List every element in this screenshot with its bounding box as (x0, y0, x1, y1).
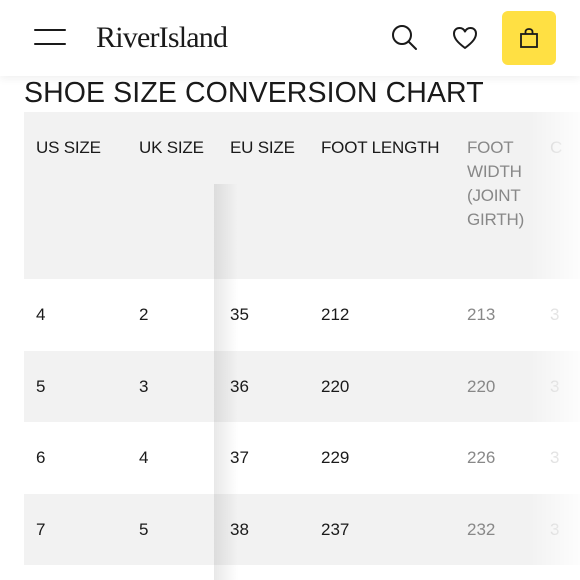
search-icon[interactable] (389, 22, 421, 54)
hamburger-menu-icon[interactable] (34, 28, 68, 48)
brand-logo[interactable]: RiverIsland (96, 21, 228, 54)
cell-foot-width: 213 (467, 305, 496, 324)
cell-foot-width: 226 (467, 448, 496, 467)
header-uk-size: UK SIZE (139, 138, 204, 157)
shopping-bag-button[interactable] (502, 11, 556, 65)
heart-icon[interactable] (449, 22, 481, 54)
table-row: 7 5 38 237 232 3 (24, 493, 580, 565)
cell-foot-width: 232 (467, 519, 496, 539)
page-title: SHOE SIZE CONVERSION CHART (24, 77, 484, 109)
header-foot-width: FOOT WIDTH (JOINT GIRTH) (467, 138, 525, 229)
cell-us-size: 7 (36, 519, 46, 539)
cell-next-column: 3 (550, 305, 560, 324)
table-row: 6 4 37 229 226 3 (24, 422, 580, 494)
table-row: 4 2 35 212 213 3 (24, 279, 580, 351)
cell-us-size: 5 (36, 376, 46, 396)
site-header: RiverIsland (0, 0, 580, 76)
cell-next-column: 3 (550, 448, 560, 467)
cell-uk-size: 4 (139, 448, 149, 467)
header-eu-size: EU SIZE (230, 138, 295, 157)
cell-foot-length: 229 (321, 448, 350, 467)
size-conversion-table[interactable]: US SIZE UK SIZE EU SIZE FOOT LENGTH FOOT… (24, 112, 580, 580)
table-row: 5 3 36 220 220 3 (24, 350, 580, 422)
cell-eu-size: 36 (230, 376, 249, 396)
cell-next-column: 3 (550, 519, 560, 539)
cell-us-size: 4 (36, 305, 46, 324)
cell-foot-length: 220 (321, 376, 350, 396)
cell-uk-size: 2 (139, 305, 149, 324)
cell-uk-size: 3 (139, 376, 149, 396)
cell-us-size: 6 (36, 448, 46, 467)
header-next-column: C (550, 138, 563, 157)
shopping-bag-icon (520, 28, 538, 48)
cell-uk-size: 5 (139, 519, 149, 539)
cell-foot-width: 220 (467, 376, 496, 396)
header-foot-length: FOOT LENGTH (321, 138, 440, 157)
cell-eu-size: 37 (230, 448, 249, 467)
cell-foot-length: 237 (321, 519, 350, 539)
cell-eu-size: 38 (230, 519, 249, 539)
header-us-size: US SIZE (36, 138, 101, 157)
table-header-row: US SIZE UK SIZE EU SIZE FOOT LENGTH FOOT… (24, 112, 580, 279)
cell-eu-size: 35 (230, 305, 249, 324)
cell-foot-length: 212 (321, 305, 350, 324)
cell-next-column: 3 (550, 376, 560, 396)
